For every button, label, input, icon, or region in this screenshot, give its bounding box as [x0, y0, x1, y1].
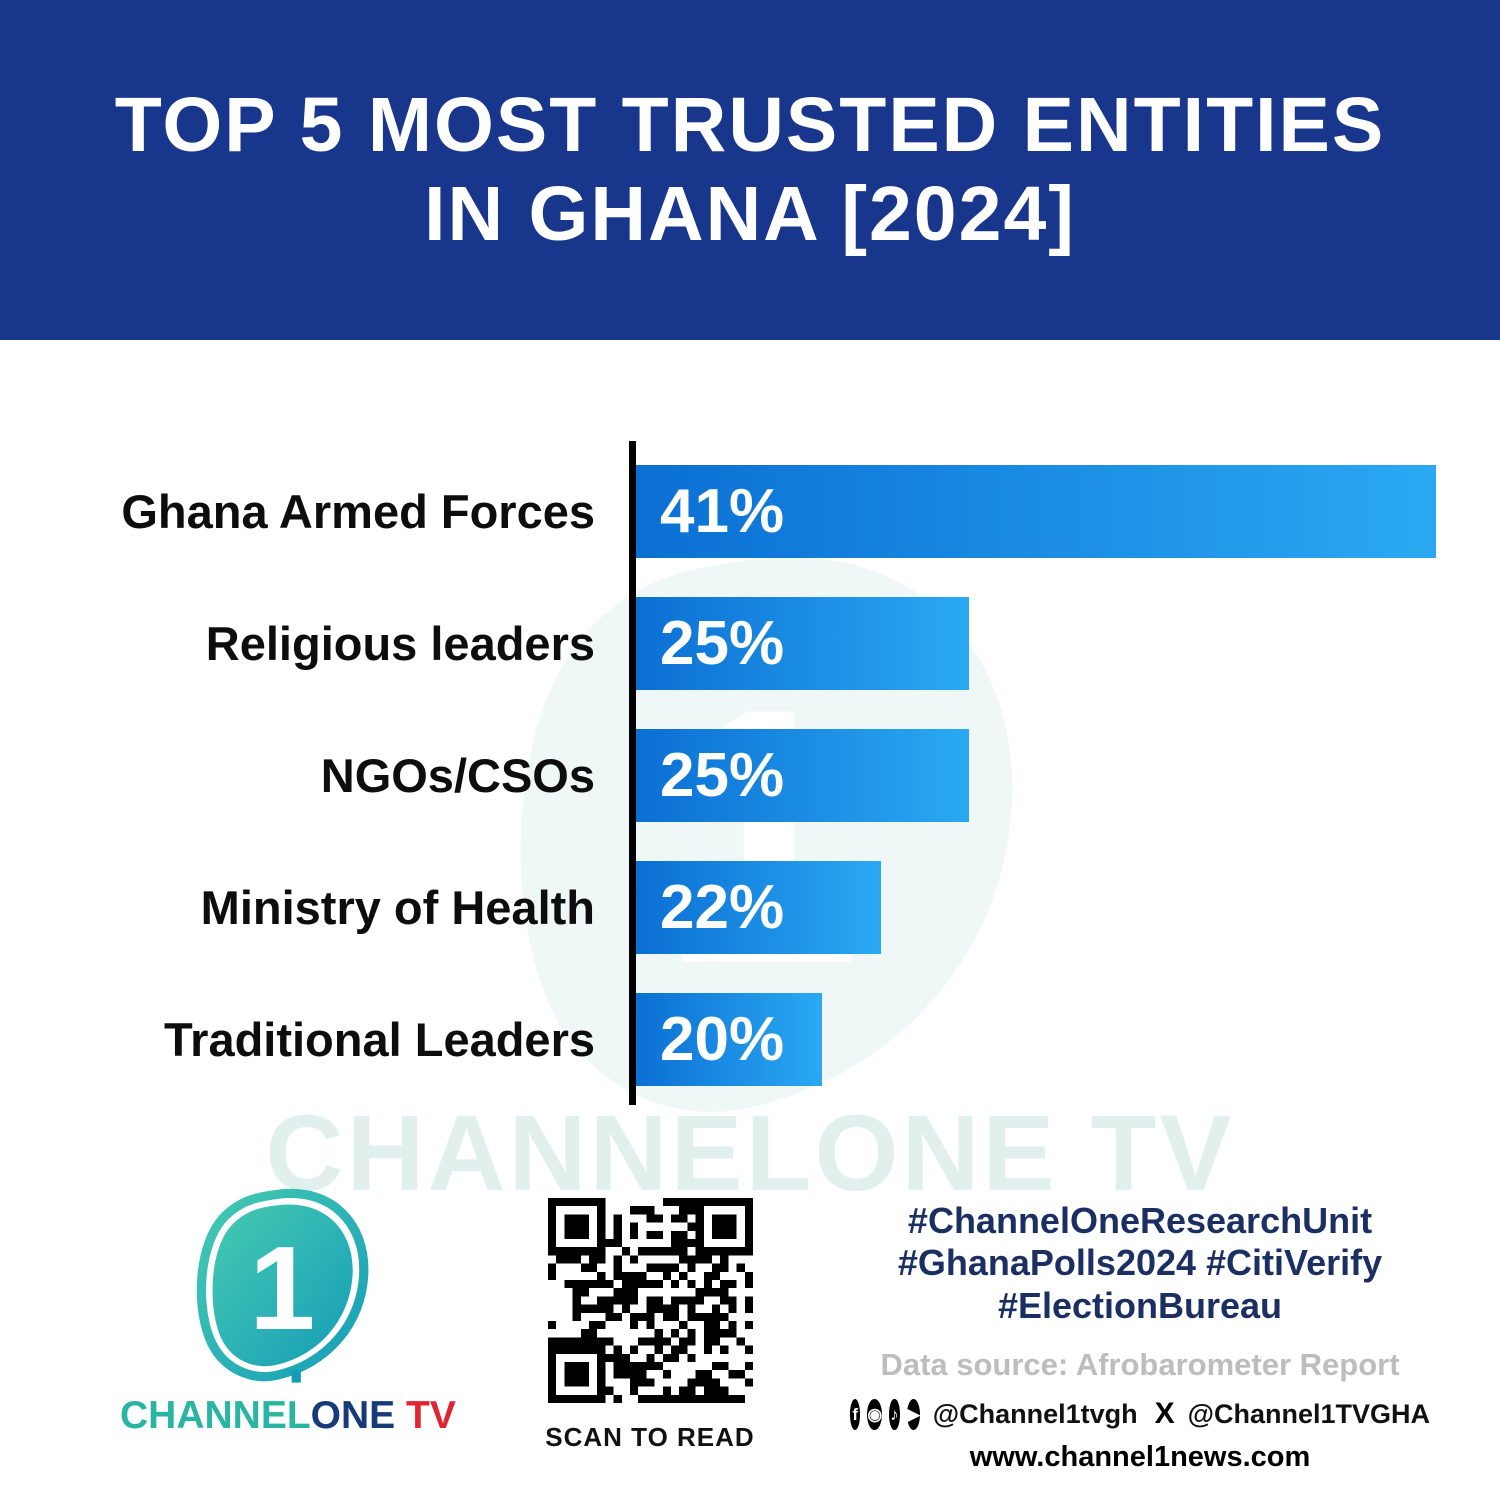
website-url: www.channel1news.com — [969, 1441, 1311, 1474]
logo-watermark-icon: 1 — [520, 557, 1013, 1112]
chart-row: Religious leaders 25% — [0, 577, 1500, 709]
channel-one-watermark: CHANNELONE TV — [265, 1092, 1235, 1213]
chart-axis-line — [629, 441, 636, 1105]
logo-pick-icon: 1 — [196, 1188, 368, 1383]
channel-one-logo: 1 CHANNELONE TV — [120, 1188, 456, 1438]
chart-row: Ministry of Health 22% — [0, 841, 1500, 973]
brand-channel: CHANNEL — [120, 1394, 311, 1437]
value-label: 20% — [660, 1004, 785, 1074]
logo-numeral: 1 — [249, 1223, 315, 1355]
bar: 22% — [636, 860, 881, 954]
social-row: f ◉ ♪ ▶ @Channel1tvgh X @Channel1TVGHA — [850, 1397, 1430, 1431]
bar: 25% — [636, 596, 969, 690]
category-label: Ghana Armed Forces — [121, 484, 595, 538]
value-label: 41% — [660, 476, 785, 546]
facebook-icon: f — [850, 1398, 861, 1430]
bar: 41% — [636, 464, 1436, 558]
instagram-icon: ◉ — [867, 1398, 883, 1430]
chart-row: Traditional Leaders 20% — [0, 973, 1500, 1105]
data-source: Data source: Afrobarometer Report — [880, 1347, 1400, 1383]
category-label: Religious leaders — [205, 616, 595, 670]
footer-info: #ChannelOneResearchUnit #GhanaPolls2024 … — [850, 1200, 1430, 1474]
brand-wordmark: CHANNELONE TV — [120, 1394, 456, 1438]
hashtag-line-3: #ElectionBureau — [997, 1284, 1283, 1326]
hashtag-line-1: #ChannelOneResearchUnit — [907, 1200, 1373, 1241]
category-label: Ministry of Health — [200, 880, 595, 934]
brand-one: ONE — [310, 1394, 396, 1437]
x-icon: X — [1154, 1397, 1175, 1431]
value-label: 25% — [660, 740, 785, 810]
social-handle-2: @Channel1TVGHA — [1187, 1398, 1430, 1429]
bar: 20% — [636, 992, 822, 1086]
hashtags: #ChannelOneResearchUnit #GhanaPolls2024 … — [850, 1200, 1430, 1327]
page-title-line1: TOP 5 MOST TRUSTED ENTITIES — [114, 82, 1386, 169]
social-handle-1: @Channel1tvgh — [932, 1398, 1138, 1429]
bar: 25% — [636, 728, 969, 822]
value-label: 25% — [660, 608, 785, 678]
page-title-line2: IN GHANA [2024] — [424, 171, 1076, 257]
tiktok-icon: ♪ — [889, 1398, 900, 1430]
category-label: NGOs/CSOs — [320, 748, 595, 802]
category-label: Traditional Leaders — [164, 1012, 595, 1066]
svg-text:1: 1 — [659, 633, 861, 1040]
brand-tv: TV — [395, 1394, 456, 1437]
chart-row: NGOs/CSOs 25% — [0, 709, 1500, 841]
qr-caption: SCAN TO READ — [545, 1422, 755, 1452]
youtube-icon: ▶ — [906, 1398, 920, 1430]
hashtag-line-2: #GhanaPolls2024 #CitiVerify — [897, 1242, 1383, 1284]
qr-code — [547, 1198, 753, 1403]
bar-chart: Ghana Armed Forces 41% Religious leaders 25… — [0, 445, 1500, 1105]
qr-block: SCAN TO READ — [540, 1198, 760, 1453]
value-label: 22% — [660, 872, 785, 942]
header-banner: TOP 5 MOST TRUSTED ENTITIES IN GHANA [20… — [0, 0, 1500, 340]
chart-row: Ghana Armed Forces 41% — [0, 445, 1500, 577]
